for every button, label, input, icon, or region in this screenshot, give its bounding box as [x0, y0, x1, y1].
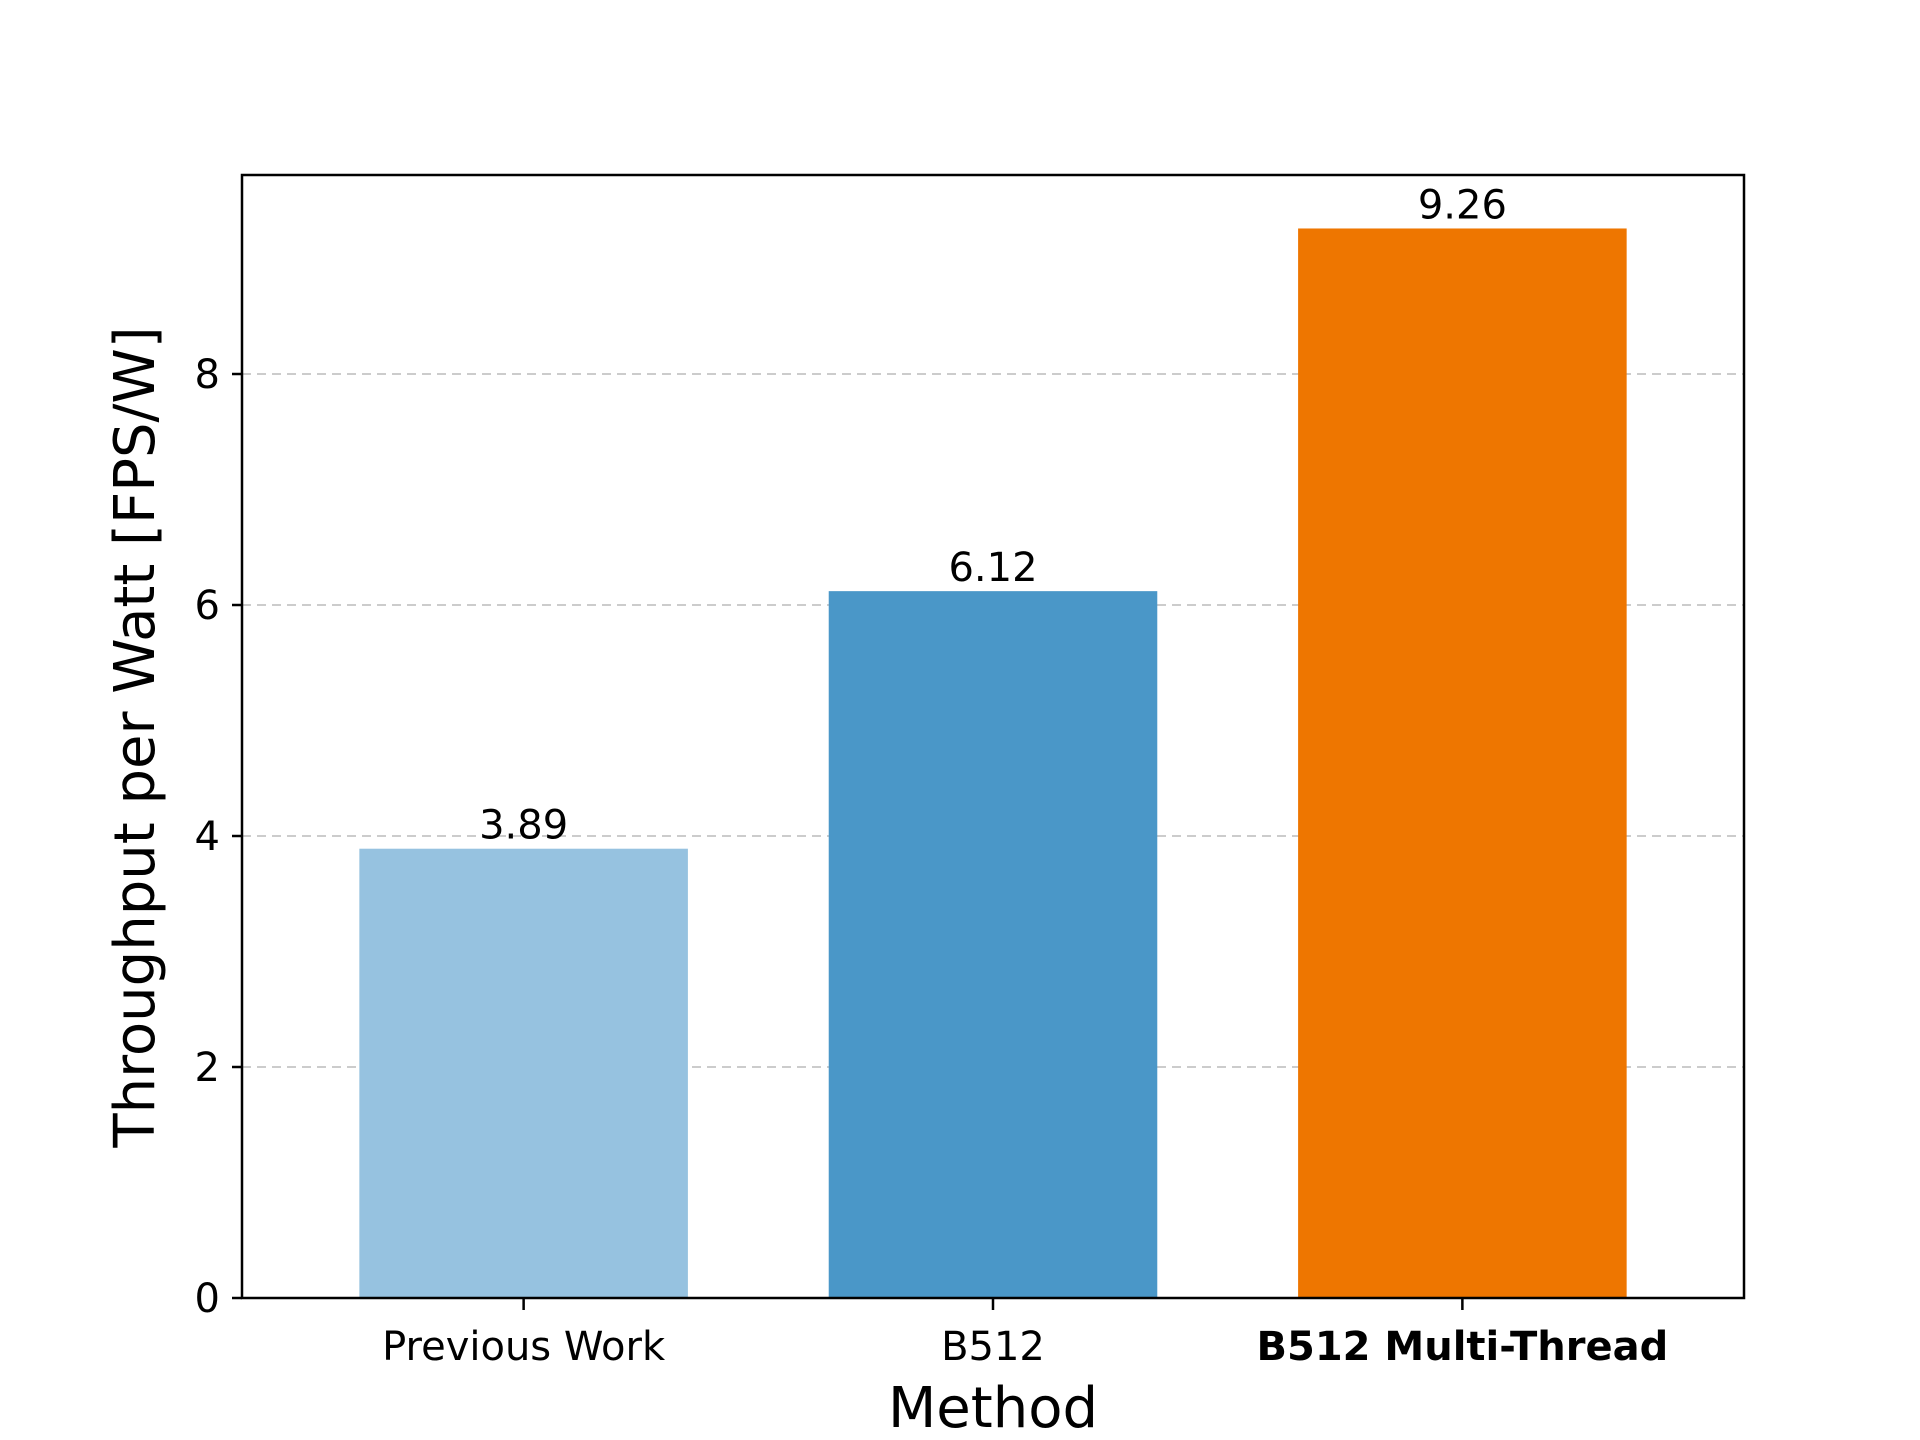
y-tick-label: 4: [195, 814, 220, 860]
y-tick-label: 0: [195, 1276, 220, 1322]
x-axis: Previous Work B512 B512 Multi-Thread: [382, 1298, 1668, 1370]
bar: [1298, 228, 1627, 1298]
y-tick-label: 2: [195, 1045, 220, 1091]
x-tick-label: B512: [941, 1324, 1045, 1370]
bar-value-label: 3.89: [479, 803, 568, 849]
x-axis-label: Method: [888, 1376, 1098, 1440]
x-tick-label: B512 Multi-Thread: [1257, 1324, 1669, 1370]
y-axis: 0 2 4 6 8: [195, 352, 242, 1322]
y-tick-label: 6: [195, 583, 220, 629]
y-axis-label: Throughput per Watt [FPS/W]: [103, 326, 168, 1148]
bar-value-label: 6.12: [948, 545, 1037, 591]
bars: [359, 228, 1627, 1298]
bar: [359, 848, 688, 1298]
data-labels: 3.89 6.12 9.26: [479, 182, 1507, 848]
bar: [828, 591, 1158, 1298]
x-tick-label: Previous Work: [382, 1324, 666, 1370]
y-tick-label: 8: [195, 352, 220, 398]
bar-value-label: 9.26: [1418, 182, 1507, 228]
